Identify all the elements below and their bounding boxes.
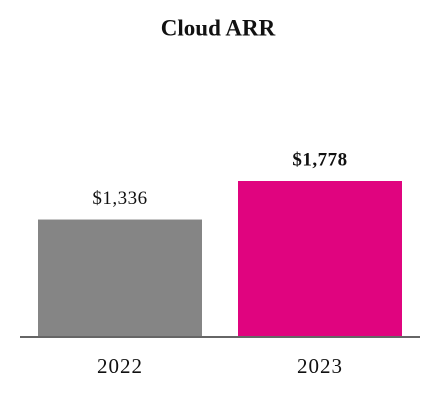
bar [238, 181, 402, 336]
bar [38, 219, 202, 336]
value-label: $1,778 [292, 149, 347, 170]
x-tick-label: 2022 [97, 354, 143, 378]
x-tick-label: 2023 [297, 354, 343, 378]
value-label: $1,336 [92, 188, 147, 209]
chart-title: Cloud ARR [161, 15, 276, 40]
